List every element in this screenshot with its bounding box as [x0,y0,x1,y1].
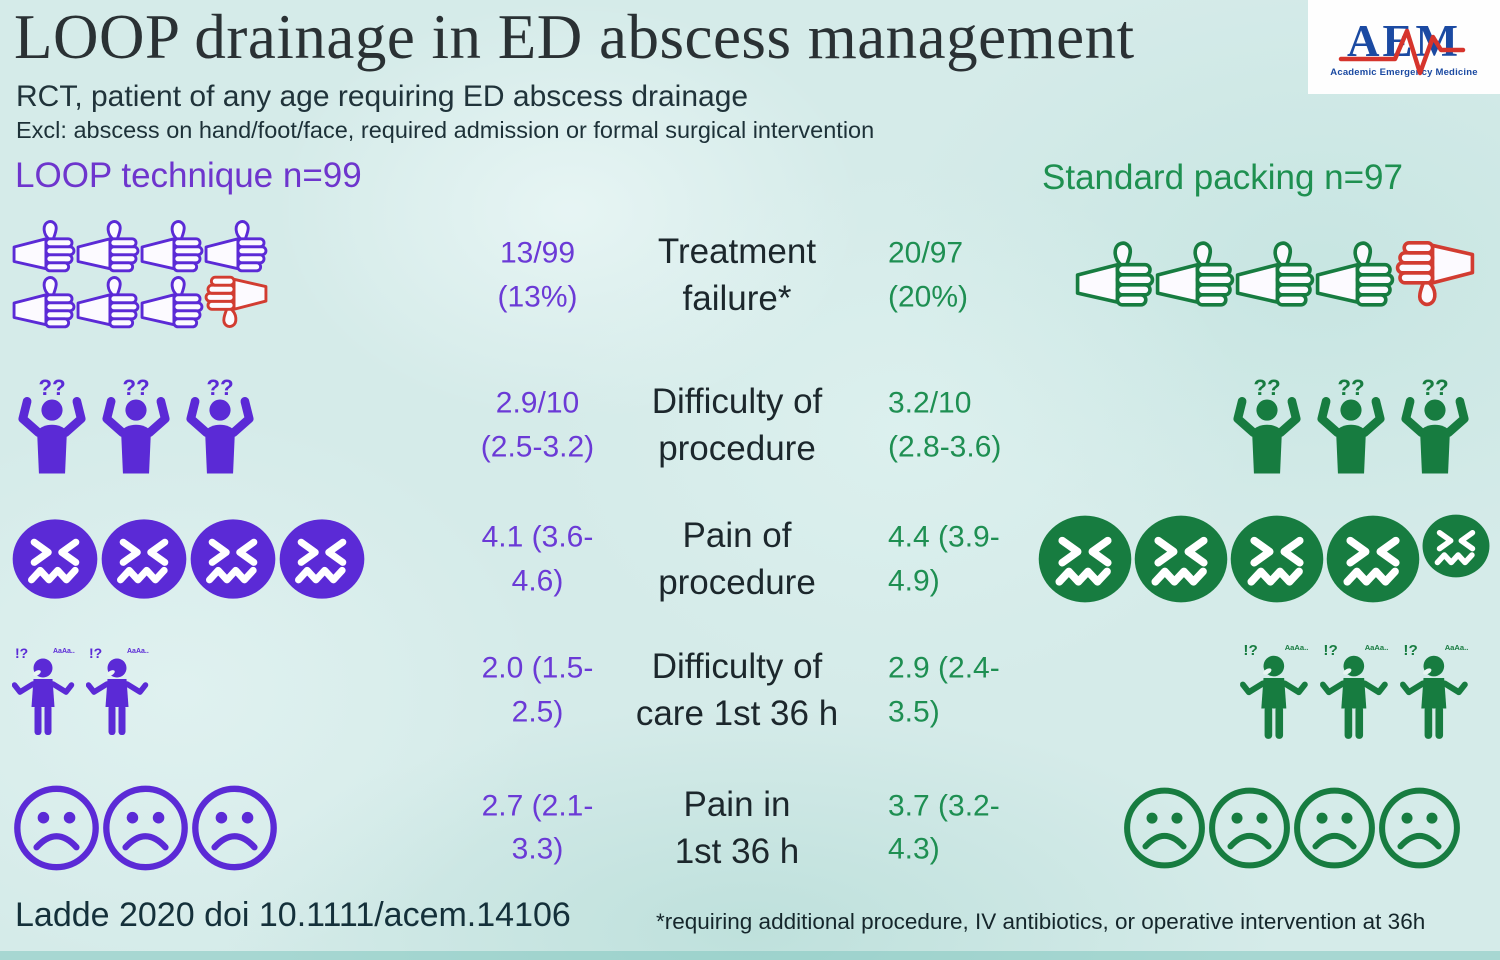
standard-group-heading: Standard packing n=97 [1042,158,1403,197]
shrug-person-icon [86,644,152,736]
confused-person-icon [96,377,176,474]
confused-person-icon [1311,377,1391,474]
outcome-row: 2.7 (2.1- 3.3) Pain in 1st 36 h 3.7 (3.2- … [0,770,1500,885]
frown-face-icon [190,784,279,872]
shrug-person-icon [1320,640,1392,740]
confused-person-icon [180,377,260,474]
confused-person-icon [1227,377,1307,474]
outcome-row: 2.9/10 (2.5-3.2) Difficulty of procedure 3… [0,365,1500,485]
grimace-face-icon [190,516,276,602]
standard-value: 20/97 (20%) [888,236,969,314]
exclusion-note: Excl: abscess on hand/foot/face, require… [16,117,875,143]
thumbs-up-icon [204,219,268,275]
standard-icon-group [1227,377,1475,474]
thumbs-up-icon [1155,240,1235,310]
loop-value: 4.1 (3.6- 4.6) [481,520,594,598]
grimace-face-icon [1038,512,1132,606]
standard-icon-group [1038,512,1490,606]
outcome-label: Pain in 1st 36 h [674,784,800,871]
thumbs-up-icon [1315,240,1395,310]
aem-logo-name: Academic Emergency Medicine [1330,66,1478,78]
frown-face-icon [101,784,190,872]
loop-value: 2.9/10 (2.5-3.2) [480,386,595,464]
confused-person-icon [1395,377,1475,474]
thumbs-down-icon [1395,240,1475,310]
loop-value: 2.7 (2.1- 3.3) [481,789,594,866]
loop-value: 13/99 (13%) [497,236,578,314]
grimace-face-icon [1230,512,1324,606]
outcome-row: 4.1 (3.6- 4.6) Pain of procedure 4.4 (3.9-… [0,500,1500,618]
outcome-label: Treatment failure* [657,231,817,318]
grimace-face-icon [279,516,365,602]
study-subtitle: RCT, patient of any age requiring ED abs… [16,80,749,113]
citation: Ladde 2020 doi 10.1111/acem.14106 [15,896,571,934]
standard-value: 3.2/10 (2.8-3.6) [888,386,1002,464]
outcome-label: Difficulty of care 1st 36 h [635,646,839,733]
loop-icon-group [12,377,260,474]
outcome-row: 2.0 (1.5- 2.5) Difficulty of care 1st 36 … [0,628,1500,752]
standard-icon-group [1075,240,1475,310]
standard-value: 2.9 (2.4- 3.5) [888,651,1000,729]
thumbs-up-icon [76,219,140,275]
shrug-person-icon [1400,640,1472,740]
loop-icon-group [12,516,365,602]
footnote: *requiring additional procedure, IV anti… [656,909,1426,934]
aem-logo: AEM Academic Emergency Medicine [1308,0,1500,94]
thumbs-up-icon [12,275,76,331]
loop-icon-group [12,644,152,736]
thumbs-up-icon [140,219,204,275]
loop-icon-group [12,784,279,872]
outcome-label: Difficulty of procedure [651,381,823,468]
grimace-face-icon [12,516,98,602]
frown-face-icon [12,784,101,872]
aem-logo-acronym: AEM [1347,15,1461,66]
shrug-person-icon [1240,640,1312,740]
confused-person-icon [12,377,92,474]
page-title: LOOP drainage in ED abscess management [14,2,1135,72]
thumbs-up-icon [1075,240,1155,310]
loop-group-heading: LOOP technique n=99 [15,156,362,195]
thumbs-up-icon [1235,240,1315,310]
frown-face-icon [1122,786,1207,870]
thumbs-up-icon [140,275,204,331]
frown-face-icon [1377,786,1462,870]
outcome-row: 13/99 (13%) Treatment failure* 20/97 (20%) [0,205,1500,345]
frown-face-icon [1207,786,1292,870]
grimace-face-icon [101,516,187,602]
standard-icon-group [1240,640,1472,740]
grimace-face-icon [1134,512,1228,606]
thumbs-up-icon [76,275,140,331]
aem-logo-mark: AEM [1338,15,1466,75]
grimace-face-small-icon [1422,512,1490,580]
grimace-face-icon [1326,512,1420,606]
thumbs-down-icon [204,275,268,331]
standard-value: 4.4 (3.9- 4.9) [888,520,1000,598]
frown-face-icon [1292,786,1377,870]
shrug-person-icon [12,644,78,736]
standard-value: 3.7 (3.2- 4.3) [888,789,1000,866]
standard-icon-group [1122,786,1462,870]
thumbs-up-icon [12,219,76,275]
loop-icon-group [12,219,274,331]
loop-value: 2.0 (1.5- 2.5) [481,651,594,729]
outcome-label: Pain of procedure [658,515,816,602]
